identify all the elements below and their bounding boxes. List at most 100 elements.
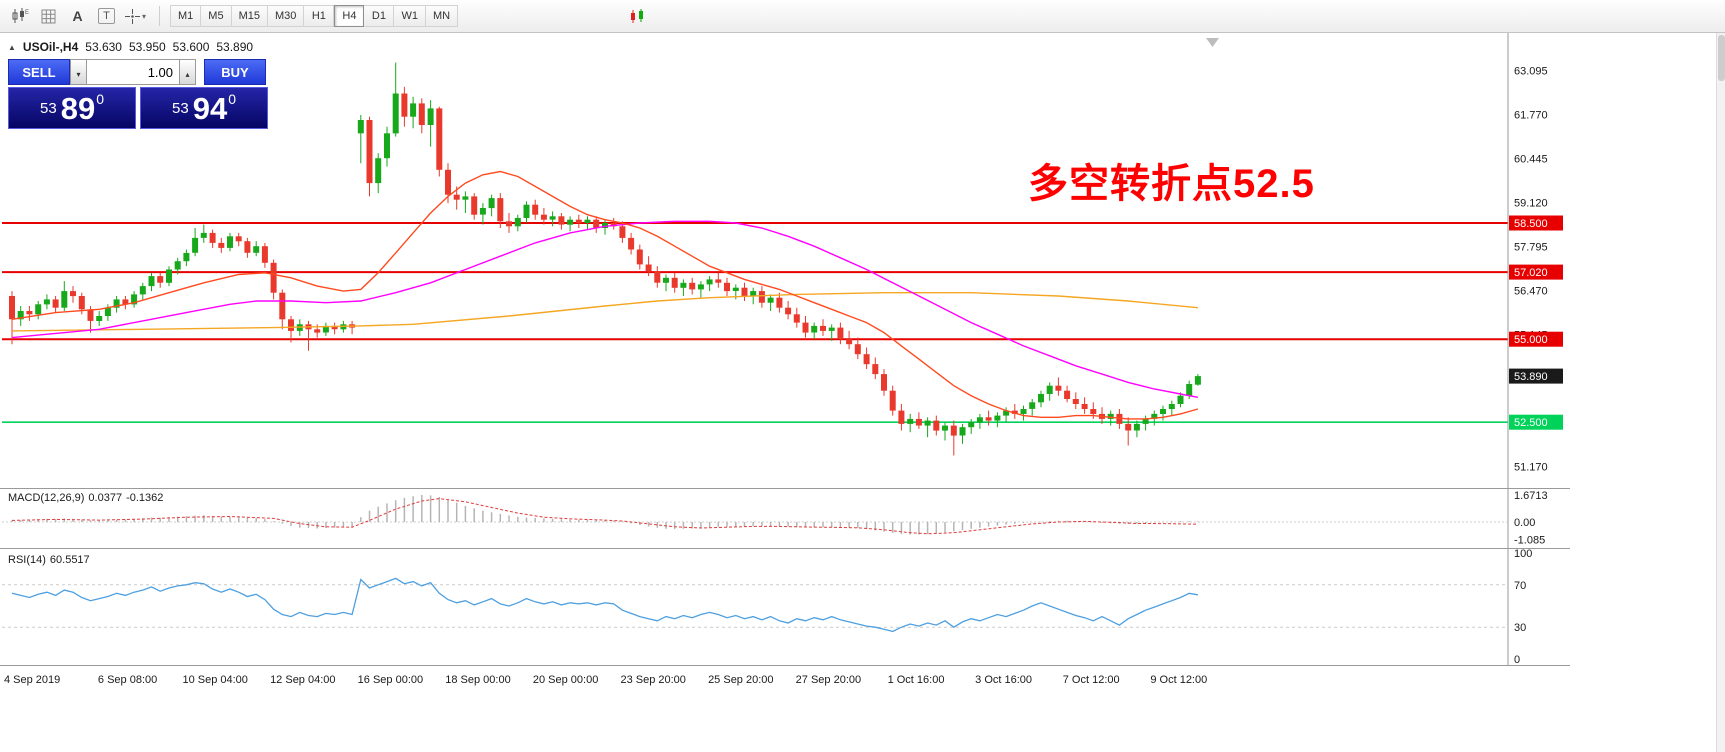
timeframe-button-m1[interactable]: M1	[170, 5, 202, 27]
ask-price-display[interactable]: 53 94 0	[140, 87, 268, 129]
svg-text:25 Sep 20:00: 25 Sep 20:00	[708, 674, 773, 686]
time-axis: 4 Sep 2019 6 Sep 08:00 10 Sep 04:00 12 Sep …	[4, 674, 1207, 686]
vertical-scrollbar[interactable]	[1716, 33, 1725, 752]
svg-text:57.795: 57.795	[1514, 241, 1548, 253]
ask-point: 0	[228, 91, 236, 107]
buy-button[interactable]: BUY	[204, 59, 266, 85]
macd-histogram	[11, 495, 1199, 535]
svg-text:0.00: 0.00	[1514, 517, 1535, 529]
svg-text:57.020: 57.020	[1514, 267, 1548, 279]
ask-pips: 94	[192, 90, 228, 126]
svg-text:6 Sep 08:00: 6 Sep 08:00	[98, 674, 157, 686]
text-tool-icon[interactable]: A	[64, 4, 91, 28]
svg-text:1.6713: 1.6713	[1514, 490, 1548, 502]
macd-name: MACD(12,26,9)	[8, 492, 85, 504]
mini-candles-icon[interactable]	[628, 8, 646, 24]
macd-indicator-label: MACD(12,26,9) 0.0377 -0.1362	[8, 492, 167, 504]
svg-text:100: 100	[1514, 548, 1532, 560]
symbol-timeframe-label: USOil-,H4	[22, 40, 79, 54]
rsi-name: RSI(14)	[8, 554, 46, 566]
main-toolbar: E A T ▾ M1 M5 M15 M30 H1 H4 D1 W1 MN	[0, 0, 1725, 33]
ma-magenta-line	[11, 220, 1199, 398]
svg-text:30: 30	[1514, 622, 1526, 634]
timeframe-button-m5[interactable]: M5	[201, 5, 232, 27]
bid-big-figure: 53	[40, 99, 57, 117]
svg-text:1 Oct 16:00: 1 Oct 16:00	[888, 674, 945, 686]
timeframe-button-h1[interactable]: H1	[304, 5, 335, 27]
timeframe-button-w1[interactable]: W1	[394, 5, 426, 27]
red-green-candles-glyph	[631, 8, 644, 23]
high-value: 53.950	[128, 40, 166, 54]
svg-text:0: 0	[1514, 654, 1520, 666]
svg-text:18 Sep 00:00: 18 Sep 00:00	[445, 674, 510, 686]
grid-icon[interactable]	[35, 4, 62, 28]
trade-controls-row: SELL ▾ ▴ BUY	[8, 59, 268, 85]
svg-text:61.770: 61.770	[1514, 109, 1548, 121]
timeframe-button-h4[interactable]: H4	[334, 5, 365, 27]
trade-prices-row: 53 89 0 53 94 0	[8, 87, 268, 129]
svg-text:23 Sep 20:00: 23 Sep 20:00	[620, 674, 685, 686]
price-axis: 63.09561.77060.44559.12057.79556.47055.1…	[1509, 65, 1563, 666]
svg-text:10 Sep 04:00: 10 Sep 04:00	[182, 674, 247, 686]
macd-signal-value: -0.1362	[126, 492, 164, 504]
bid-point: 0	[96, 91, 104, 107]
candlestick-glyph: E	[12, 8, 29, 23]
letter-a-glyph: A	[72, 8, 83, 24]
svg-text:70: 70	[1514, 580, 1526, 592]
rsi-indicator-label: RSI(14) 60.5517	[8, 554, 94, 566]
chart-window: 63.09561.77060.44559.12057.79556.47055.1…	[0, 33, 1570, 752]
grid-glyph	[41, 9, 56, 23]
toolbar-separator	[159, 6, 160, 26]
svg-text:4 Sep 2019: 4 Sep 2019	[4, 674, 60, 686]
ask-big-figure: 53	[172, 99, 189, 117]
chart-shift-marker-icon[interactable]	[1206, 38, 1219, 47]
svg-text:12 Sep 04:00: 12 Sep 04:00	[270, 674, 335, 686]
volume-input[interactable]	[87, 59, 179, 85]
svg-text:59.120: 59.120	[1514, 197, 1548, 209]
chart-type-icon[interactable]: E	[6, 4, 33, 28]
svg-text:51.170: 51.170	[1514, 461, 1548, 473]
macd-signal-line	[11, 498, 1198, 535]
timeframe-group: M1 M5 M15 M30 H1 H4 D1 W1 MN	[170, 5, 459, 27]
chevron-up-icon: ▴	[185, 69, 190, 79]
open-value: 53.630	[85, 40, 122, 54]
svg-text:55.000: 55.000	[1514, 334, 1548, 346]
crosshair-icon[interactable]: ▾	[122, 4, 149, 28]
ma-orange-line	[11, 292, 1198, 332]
close-value: 53.890	[216, 40, 254, 54]
collapse-trade-panel-icon[interactable]: ▲	[8, 42, 16, 52]
timeframe-button-m15[interactable]: M15	[231, 5, 268, 27]
svg-text:53.890: 53.890	[1514, 371, 1548, 383]
macd-value: 0.0377	[88, 492, 123, 504]
volume-down-button[interactable]: ▾	[70, 59, 87, 85]
symbol-info-bar: ▲ USOil-,H4 53.630 53.950 53.600 53.890	[8, 40, 253, 54]
ma-red-line	[11, 170, 1199, 420]
bid-pips: 89	[60, 90, 96, 126]
chevron-down-icon: ▾	[76, 69, 81, 79]
svg-text:7 Oct 12:00: 7 Oct 12:00	[1063, 674, 1120, 686]
svg-text:52.500: 52.500	[1514, 417, 1548, 429]
svg-text:3 Oct 16:00: 3 Oct 16:00	[975, 674, 1032, 686]
chart-canvas[interactable]: 63.09561.77060.44559.12057.79556.47055.1…	[0, 33, 1570, 752]
crosshair-glyph	[124, 8, 140, 24]
timeframe-button-mn[interactable]: MN	[425, 5, 459, 27]
chevron-down-icon: ▾	[141, 11, 146, 21]
bid-price-display[interactable]: 53 89 0	[8, 87, 136, 129]
sell-button[interactable]: SELL	[8, 59, 70, 85]
svg-text:60.445: 60.445	[1514, 153, 1548, 165]
svg-text:20 Sep 00:00: 20 Sep 00:00	[533, 674, 598, 686]
svg-text:58.500: 58.500	[1514, 218, 1548, 230]
frame-tool-icon[interactable]: T	[93, 4, 120, 28]
timeframe-button-m30[interactable]: M30	[267, 5, 305, 27]
volume-up-button[interactable]: ▴	[179, 59, 196, 85]
svg-text:-1.085: -1.085	[1514, 535, 1545, 547]
svg-text:9 Oct 12:00: 9 Oct 12:00	[1150, 674, 1207, 686]
level-lines	[2, 222, 1508, 424]
svg-text:63.095: 63.095	[1514, 65, 1548, 77]
scrollbar-thumb[interactable]	[1718, 35, 1725, 81]
rsi-value: 60.5517	[49, 554, 90, 566]
svg-text:27 Sep 20:00: 27 Sep 20:00	[796, 674, 861, 686]
timeframe-button-d1[interactable]: D1	[364, 5, 395, 27]
